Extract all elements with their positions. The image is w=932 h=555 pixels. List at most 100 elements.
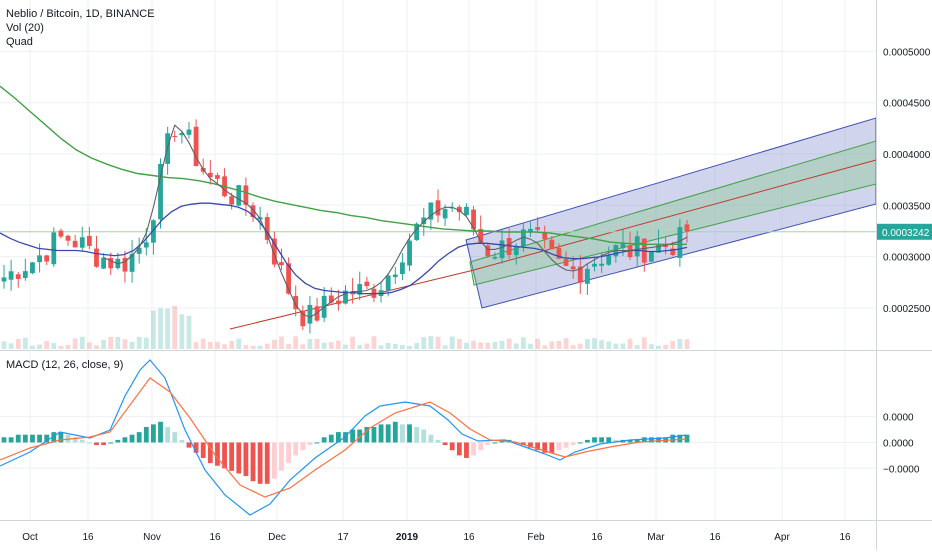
- candle-body: [649, 251, 654, 262]
- volume-bar: [129, 341, 135, 349]
- macd-histogram-bar: [250, 442, 256, 482]
- volume-bar: [556, 341, 562, 349]
- volume-bar: [599, 340, 605, 349]
- ma-mid-line: [0, 202, 688, 295]
- volume-bar: [649, 344, 654, 349]
- macd-histogram-bar: [421, 429, 427, 443]
- candle-body: [357, 284, 363, 295]
- volume-bar: [79, 336, 85, 349]
- time-axis-label: 16: [591, 532, 603, 543]
- candle-body: [94, 248, 99, 267]
- time-axis-label: 16: [209, 532, 221, 543]
- candle-body: [193, 126, 199, 166]
- macd-histogram-bar: [108, 442, 114, 444]
- candle-body: [584, 268, 590, 284]
- candle-body: [620, 243, 626, 249]
- volume-bar: [165, 308, 171, 349]
- candle-body: [229, 196, 235, 205]
- candle-body: [22, 271, 28, 278]
- macd-histogram-bar: [229, 442, 235, 471]
- price-axis-label: 0.0005000: [883, 47, 931, 58]
- volume-bar: [30, 345, 35, 349]
- price-axis-label: 0.0004000: [883, 150, 931, 161]
- candle-body: [364, 281, 370, 287]
- candle-body: [506, 237, 512, 255]
- volume-bar: [186, 315, 192, 349]
- macd-histogram-bar: [15, 434, 21, 443]
- price-axis-label: 0.0002500: [883, 304, 931, 315]
- volume-bar: [421, 337, 427, 349]
- macd-histogram-bar: [400, 424, 405, 443]
- volume-bar: [22, 337, 28, 349]
- volume-bar: [634, 345, 640, 349]
- candle-body: [392, 274, 398, 278]
- volume-bar: [58, 345, 64, 349]
- macd-histogram-bar: [264, 442, 270, 484]
- volume-bar: [499, 340, 505, 349]
- macd-histogram-bar: [94, 442, 99, 446]
- candle-body: [86, 235, 92, 246]
- candle-body: [485, 245, 491, 257]
- volume-bar: [364, 343, 370, 349]
- candle-body: [1, 277, 7, 282]
- volume-bar: [193, 342, 199, 349]
- candle-body: [570, 266, 576, 270]
- candle-body: [335, 300, 341, 305]
- macd-histogram-bar: [627, 439, 633, 443]
- volume-bar: [528, 343, 533, 349]
- candle-body: [471, 209, 476, 230]
- volume-bar: [442, 345, 448, 349]
- volume-bar: [229, 340, 235, 349]
- volume-bar: [293, 336, 299, 349]
- macd-histogram-bar: [649, 437, 654, 443]
- candle-body: [634, 236, 640, 257]
- last-price-label: 0.0003242: [882, 228, 930, 239]
- macd-histogram-bar: [563, 442, 569, 448]
- time-axis-label: Apr: [774, 532, 790, 543]
- candle-body: [151, 220, 156, 243]
- macd-histogram-bar: [207, 442, 213, 464]
- volume-bar: [307, 338, 313, 349]
- macd-histogram-bar: [414, 426, 420, 443]
- volume-bar: [350, 336, 356, 349]
- candle-body: [449, 207, 455, 209]
- candle-body: [577, 266, 583, 283]
- volume-bar: [207, 342, 213, 349]
- macd-histogram-bar: [606, 437, 612, 443]
- volume-bar: [1, 341, 7, 349]
- volume-bar: [449, 336, 455, 349]
- chart-legend: Neblio / Bitcoin, 1D, BINANCE Vol (20) Q…: [6, 7, 155, 49]
- macd-histogram-bar: [428, 434, 434, 443]
- signal-line: [0, 377, 688, 498]
- macd-histogram-bar: [456, 442, 462, 456]
- volume-bar: [250, 345, 256, 349]
- volume-bar: [143, 337, 149, 349]
- volume-bar: [15, 339, 21, 349]
- macd-histogram-bar: [535, 442, 540, 451]
- candle-body: [513, 246, 519, 256]
- macd-histogram-bar: [271, 442, 277, 479]
- macd-histogram-bar: [72, 437, 78, 443]
- candle-body: [15, 274, 21, 279]
- macd-histogram-bar: [44, 434, 50, 443]
- volume-bar: [492, 341, 498, 349]
- candle-body: [684, 224, 690, 232]
- candle-body: [271, 238, 277, 265]
- indicator-quad-label: Quad: [6, 36, 33, 48]
- macd-histogram-bar: [22, 434, 28, 443]
- candle-body: [563, 259, 569, 266]
- volume-bar: [549, 341, 555, 349]
- macd-histogram-bar: [641, 437, 647, 443]
- macd-histogram-bar: [286, 442, 291, 464]
- ma-short-line: [103, 124, 688, 318]
- macd-histogram-bar: [143, 426, 149, 443]
- candle-body: [293, 295, 299, 310]
- volume-bar: [428, 336, 434, 349]
- volume-bar: [122, 339, 128, 349]
- volume-bar: [158, 308, 163, 349]
- volume-bar: [357, 345, 363, 349]
- volume-bar: [400, 345, 405, 349]
- candle-body: [414, 223, 420, 240]
